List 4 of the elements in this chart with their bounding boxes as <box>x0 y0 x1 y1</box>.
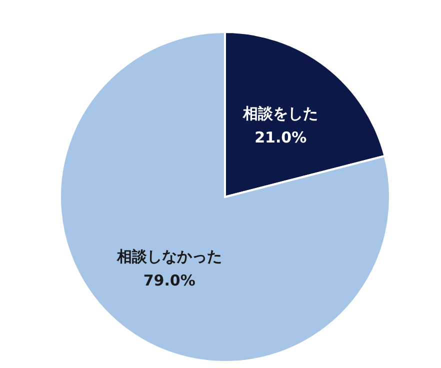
slice-label: 相談しなかった <box>116 248 222 266</box>
data-label: 79.0% <box>143 272 196 290</box>
data-label: 21.0% <box>254 128 307 146</box>
slice-label: 相談をした <box>242 104 318 122</box>
